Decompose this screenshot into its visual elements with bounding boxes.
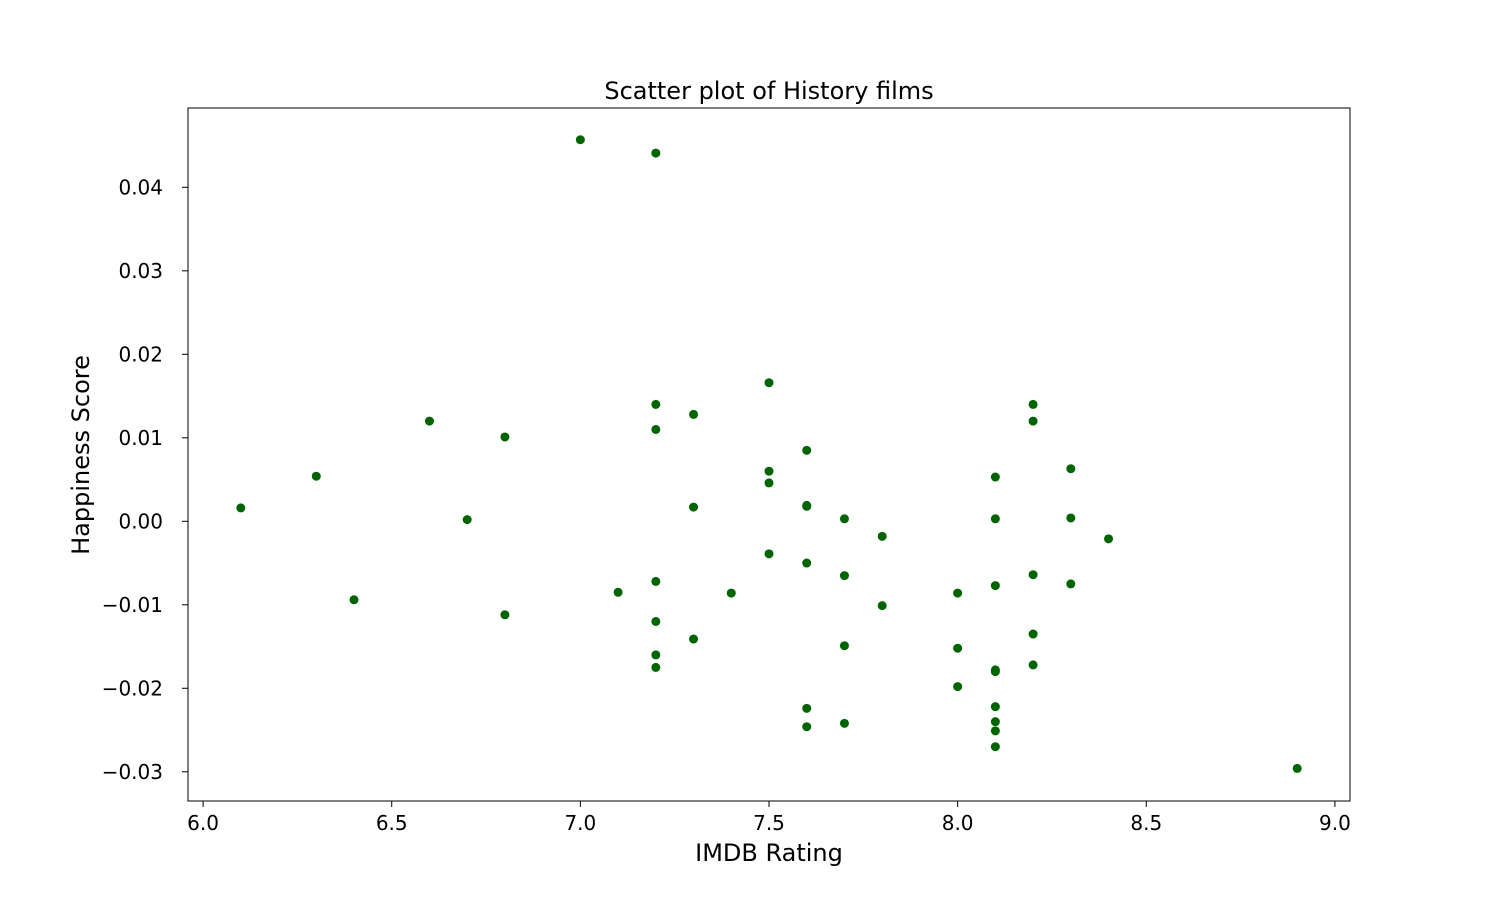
data-point <box>764 378 774 388</box>
y-axis-ticks: −0.03 −0.02 −0.01 0.00 0.01 0.02 0.03 0.04 <box>102 175 188 784</box>
data-point <box>877 531 887 541</box>
data-point <box>953 682 963 692</box>
data-point <box>651 616 661 626</box>
y-tick-label: −0.03 <box>102 760 163 784</box>
data-point <box>802 703 812 713</box>
data-point <box>953 588 963 598</box>
y-tick-label: 0.04 <box>118 175 163 199</box>
data-point <box>613 587 623 597</box>
data-point <box>877 601 887 611</box>
y-tick-label: 0.02 <box>118 342 163 366</box>
x-axis-label: IMDB Rating <box>695 839 843 867</box>
data-point <box>726 588 736 598</box>
data-point <box>689 409 699 419</box>
data-point <box>1028 416 1038 426</box>
data-point <box>1292 763 1302 773</box>
data-point <box>689 502 699 512</box>
x-tick-label: 6.5 <box>376 811 408 835</box>
data-point <box>651 662 661 672</box>
data-point <box>575 135 585 145</box>
data-point <box>990 581 1000 591</box>
data-point <box>990 667 1000 677</box>
data-point <box>1028 660 1038 670</box>
data-point <box>764 478 774 488</box>
y-tick-label: 0.03 <box>118 259 163 283</box>
data-point <box>1066 579 1076 589</box>
data-point <box>651 424 661 434</box>
data-point <box>802 501 812 511</box>
data-point <box>990 472 1000 482</box>
data-point <box>311 471 321 481</box>
y-tick-label: 0.01 <box>118 426 163 450</box>
x-tick-label: 9.0 <box>1319 811 1351 835</box>
chart-title: Scatter plot of History films <box>604 77 933 105</box>
data-point <box>764 549 774 559</box>
y-axis-label: Happiness Score <box>67 355 95 555</box>
data-point <box>990 514 1000 524</box>
y-tick-label: −0.01 <box>102 593 163 617</box>
data-point <box>802 558 812 568</box>
data-point <box>236 503 246 513</box>
y-tick-label: 0.00 <box>118 509 163 533</box>
data-point <box>424 416 434 426</box>
data-point <box>839 571 849 581</box>
data-point <box>651 399 661 409</box>
data-point <box>990 717 1000 727</box>
data-point <box>802 445 812 455</box>
data-point <box>764 466 774 476</box>
data-point <box>651 576 661 586</box>
x-tick-label: 7.5 <box>753 811 785 835</box>
data-point <box>839 514 849 524</box>
x-tick-label: 6.0 <box>187 811 219 835</box>
data-point <box>1028 570 1038 580</box>
data-point <box>462 515 472 525</box>
x-tick-label: 8.5 <box>1130 811 1162 835</box>
data-point <box>1028 399 1038 409</box>
data-point <box>1066 464 1076 474</box>
data-points <box>236 135 1302 773</box>
data-point <box>689 634 699 644</box>
x-tick-label: 8.0 <box>942 811 974 835</box>
data-point <box>1066 513 1076 523</box>
data-point <box>651 148 661 158</box>
data-point <box>500 610 510 620</box>
data-point <box>990 742 1000 752</box>
data-point <box>500 432 510 442</box>
y-tick-label: −0.02 <box>102 676 163 700</box>
data-point <box>349 595 359 605</box>
data-point <box>1104 534 1114 544</box>
x-axis-ticks: 6.0 6.5 7.0 7.5 8.0 8.5 9.0 <box>187 801 1351 835</box>
data-point <box>990 726 1000 736</box>
data-point <box>990 702 1000 712</box>
data-point <box>802 722 812 732</box>
data-point <box>953 643 963 653</box>
x-tick-label: 7.0 <box>564 811 596 835</box>
data-point <box>839 641 849 651</box>
data-point <box>651 650 661 660</box>
data-point <box>1028 629 1038 639</box>
data-point <box>839 718 849 728</box>
